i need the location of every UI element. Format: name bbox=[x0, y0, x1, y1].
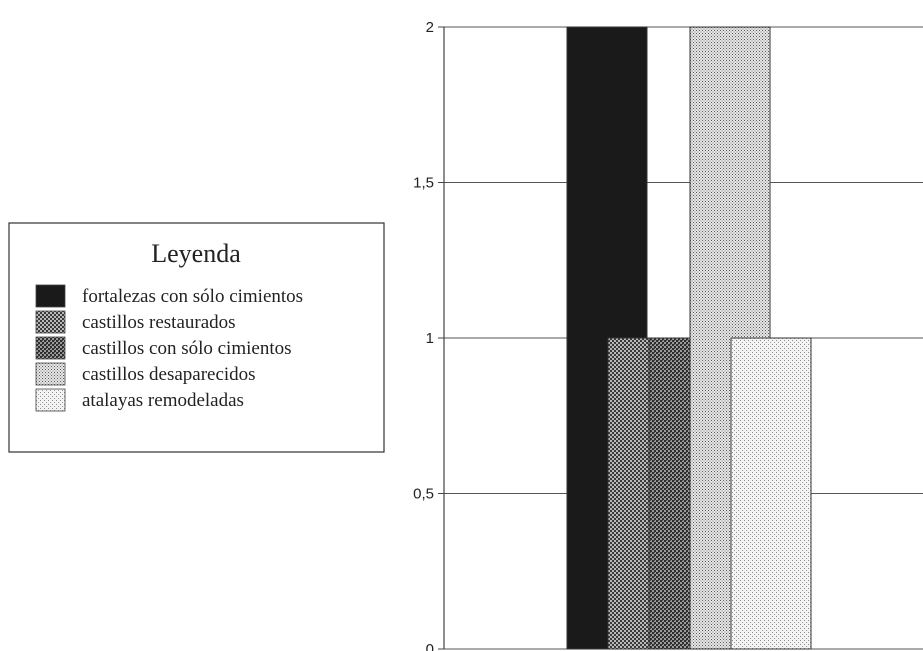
y-tick-label-4: 2 bbox=[426, 19, 434, 36]
legend-label-2: castillos restaurados bbox=[82, 312, 236, 333]
legend-swatch-1 bbox=[35, 284, 66, 308]
bar-5 bbox=[730, 337, 812, 650]
legend-swatch-5 bbox=[35, 388, 66, 412]
legend-label-4: castillos desaparecidos bbox=[82, 364, 256, 385]
legend-items: fortalezas con sólo cimientos castillos r… bbox=[35, 284, 303, 412]
legend-box bbox=[8, 222, 385, 453]
bars bbox=[566, 26, 812, 650]
legend-title: Leyenda bbox=[151, 239, 241, 268]
y-tick-label-0: 0 bbox=[426, 641, 434, 651]
y-tick-label-1: 0,5 bbox=[413, 486, 434, 503]
legend-swatch-4 bbox=[35, 362, 66, 386]
y-tick-labels: 0 0,5 1 1,5 2 bbox=[413, 19, 434, 651]
legend-swatch-3 bbox=[35, 336, 66, 360]
y-tick-label-2: 1 bbox=[426, 330, 434, 347]
legend: Leyenda fortalezas con sólo cimientos cas… bbox=[8, 222, 385, 453]
legend-label-5: atalayas remodeladas bbox=[82, 390, 244, 411]
y-tick-label-3: 1,5 bbox=[413, 175, 434, 192]
legend-label-3: castillos con sólo cimientos bbox=[82, 338, 292, 359]
legend-swatch-2 bbox=[35, 310, 66, 334]
legend-label-1: fortalezas con sólo cimientos bbox=[82, 286, 303, 307]
